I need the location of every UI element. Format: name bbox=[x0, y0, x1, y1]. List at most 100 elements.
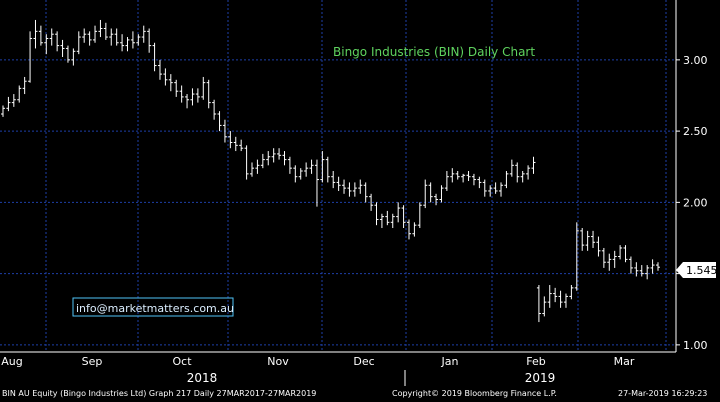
ohlc-bar bbox=[542, 296, 547, 317]
ohlc-bar bbox=[471, 173, 476, 186]
ohlc-bar bbox=[412, 222, 417, 237]
ohlc-bar bbox=[190, 88, 195, 106]
ohlc-bar bbox=[195, 88, 200, 103]
ohlc-bar bbox=[76, 31, 81, 55]
watermark-box: info@marketmatters.com.au bbox=[72, 297, 234, 317]
ohlc-bar bbox=[607, 253, 612, 271]
ohlc-bar bbox=[71, 48, 76, 66]
x-tick-label: Nov bbox=[267, 355, 289, 368]
ohlc-bar bbox=[547, 285, 552, 308]
ohlc-bar bbox=[628, 256, 633, 274]
ohlc-bar bbox=[396, 202, 401, 223]
ohlc-bar bbox=[563, 293, 568, 308]
ohlc-bar bbox=[477, 176, 482, 189]
ohlc-bar bbox=[439, 185, 444, 203]
x-tick-label: Aug bbox=[1, 355, 22, 368]
chart-title: Bingo Industries (BIN) Daily Chart bbox=[333, 45, 535, 59]
ohlc-bar bbox=[390, 213, 395, 229]
ohlc-bar bbox=[591, 230, 596, 248]
ohlc-bar bbox=[461, 173, 466, 183]
ohlc-bar bbox=[363, 182, 368, 203]
ohlc-bar bbox=[639, 265, 644, 277]
ohlc-bar bbox=[60, 39, 65, 58]
ohlc-bar bbox=[250, 162, 255, 177]
ohlc-bar bbox=[596, 236, 601, 257]
year-label: 2019 bbox=[525, 371, 556, 385]
y-tick-label: 3.00 bbox=[683, 54, 708, 67]
ohlc-bar bbox=[504, 171, 509, 189]
ohlc-bar bbox=[618, 245, 623, 260]
x-tick-label: Mar bbox=[614, 355, 635, 368]
x-tick-label: Feb bbox=[526, 355, 545, 368]
ohlc-bar bbox=[320, 151, 325, 183]
ohlc-bar bbox=[580, 228, 585, 251]
ohlc-bar bbox=[201, 76, 206, 100]
ohlc-bar bbox=[179, 85, 184, 103]
ohlc-bar bbox=[385, 210, 390, 226]
ohlc-bar bbox=[17, 85, 22, 103]
ohlc-bar bbox=[174, 79, 179, 97]
x-tick-label: Jan bbox=[441, 355, 459, 368]
ohlc-bar bbox=[206, 79, 211, 109]
ohlc-bar bbox=[304, 162, 309, 177]
current-price-label: 1.545 bbox=[686, 264, 718, 277]
ohlc-bar bbox=[11, 94, 16, 107]
ohlc-bar bbox=[374, 202, 379, 226]
y-tick-label: 2.00 bbox=[683, 196, 708, 209]
ohlc-bar bbox=[358, 179, 363, 194]
ohlc-bar bbox=[44, 34, 49, 55]
x-tick-label: Sep bbox=[82, 355, 103, 368]
ohlc-bar bbox=[455, 171, 460, 180]
ohlc-bar bbox=[553, 287, 558, 303]
ohlc-bar bbox=[103, 22, 108, 40]
ohlc-bar bbox=[217, 111, 222, 132]
ohlc-bar bbox=[612, 250, 617, 268]
ohlc-bar bbox=[428, 182, 433, 203]
ohlc-bar bbox=[645, 265, 650, 280]
x-tick-label: Dec bbox=[353, 355, 374, 368]
ohlc-bar bbox=[98, 19, 103, 38]
ohlc-bar bbox=[38, 25, 43, 46]
ohlc-bar bbox=[271, 148, 276, 163]
ohlc-bar bbox=[136, 34, 141, 46]
ohlc-bar bbox=[93, 25, 98, 43]
ohlc-bar bbox=[82, 28, 87, 43]
ohlc-bar bbox=[309, 159, 314, 174]
ohlc-bar bbox=[325, 156, 330, 183]
ohlc-bar bbox=[109, 28, 114, 46]
current-price-marker: 1.545 bbox=[676, 262, 718, 278]
ohlc-bar bbox=[277, 148, 282, 160]
ohlc-bar bbox=[569, 285, 574, 300]
footer-copyright: Copyright© 2019 Bloomberg Finance L.P. bbox=[392, 389, 557, 398]
ohlc-bar bbox=[266, 151, 271, 166]
ohlc-bar bbox=[558, 290, 563, 308]
ohlc-bar bbox=[634, 262, 639, 277]
ohlc-bars bbox=[1, 19, 660, 323]
ohlc-bar bbox=[244, 145, 249, 180]
ohlc-bar bbox=[574, 222, 579, 291]
ohlc-bar bbox=[141, 25, 146, 43]
ohlc-bar bbox=[352, 182, 357, 197]
ohlc-bar bbox=[212, 99, 217, 120]
ohlc-bar bbox=[585, 230, 590, 251]
footer-timestamp: 27-Mar-2019 16:29:23 bbox=[618, 389, 708, 398]
ohlc-bar bbox=[293, 165, 298, 183]
ohlc-bar bbox=[28, 31, 33, 83]
ohlc-bar bbox=[55, 31, 60, 52]
ohlc-bar bbox=[152, 42, 157, 72]
ohlc-bar bbox=[401, 205, 406, 229]
ohlc-bar bbox=[6, 96, 11, 112]
ohlc-bar bbox=[314, 159, 319, 207]
ohlc-bar bbox=[120, 34, 125, 52]
ohlc-bar bbox=[499, 182, 504, 197]
ohlc-bar bbox=[168, 74, 173, 92]
footer-bar: BIN AU Equity (Bingo Industries Ltd) Gra… bbox=[0, 386, 720, 402]
ohlc-bar bbox=[650, 259, 655, 274]
ohlc-bar bbox=[125, 37, 130, 52]
ohlc-bar bbox=[423, 179, 428, 209]
ohlc-bar bbox=[282, 151, 287, 166]
ohlc-bar bbox=[434, 193, 439, 206]
ohlc-bar bbox=[157, 59, 162, 80]
ohlc-bar bbox=[450, 168, 455, 183]
